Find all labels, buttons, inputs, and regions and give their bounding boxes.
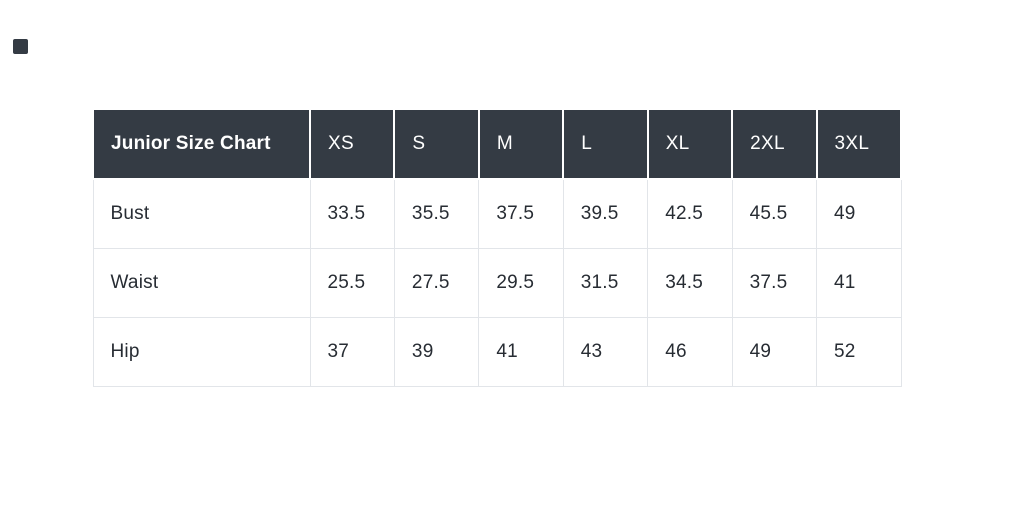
table-cell: 27.5 — [393, 248, 480, 318]
table-row-waist: Waist 25.5 27.5 29.5 31.5 34.5 37.5 41 — [92, 248, 902, 318]
col-header-xl: XL — [646, 108, 734, 180]
table-cell: 41 — [478, 317, 564, 387]
table-row-hip: Hip 37 39 41 43 46 49 52 — [92, 317, 902, 387]
col-header-2xl: 2XL — [731, 108, 818, 180]
col-header-xs: XS — [308, 108, 396, 180]
size-chart-title: Junior Size Chart — [92, 108, 311, 180]
table-cell: 45.5 — [731, 178, 818, 249]
table-cell: 42.5 — [647, 178, 733, 249]
table-cell: 49 — [816, 178, 902, 249]
table-cell: 39.5 — [562, 178, 649, 249]
table-cell: 35.5 — [393, 178, 480, 249]
size-chart-section: Junior Size Chart XS S M L XL 2XL 3XL Bu… — [92, 108, 903, 387]
table-row-bust: Bust 33.5 35.5 37.5 39.5 42.5 45.5 49 — [92, 178, 902, 249]
size-chart-table: Junior Size Chart XS S M L XL 2XL 3XL Bu… — [92, 108, 903, 387]
table-cell: 39 — [393, 317, 480, 387]
table-cell: 41 — [816, 248, 902, 318]
row-label: Waist — [92, 248, 311, 318]
table-cell: 37 — [309, 317, 395, 387]
table-cell: 37.5 — [731, 248, 818, 318]
table-cell: 43 — [562, 317, 649, 387]
table-cell: 37.5 — [478, 178, 564, 249]
row-label: Hip — [92, 317, 311, 387]
table-cell: 33.5 — [309, 178, 395, 249]
col-header-s: S — [393, 108, 480, 180]
col-header-3xl: 3XL — [815, 108, 903, 180]
row-label: Bust — [92, 178, 311, 249]
table-cell: 29.5 — [478, 248, 564, 318]
corner-square-decoration — [13, 39, 28, 54]
table-cell: 52 — [816, 317, 902, 387]
col-header-l: L — [562, 108, 649, 180]
table-cell: 49 — [731, 317, 818, 387]
table-cell: 25.5 — [309, 248, 395, 318]
table-cell: 34.5 — [647, 248, 733, 318]
table-cell: 31.5 — [562, 248, 649, 318]
col-header-m: M — [477, 108, 565, 180]
table-cell: 46 — [647, 317, 733, 387]
size-chart-header-row: Junior Size Chart XS S M L XL 2XL 3XL — [92, 108, 903, 180]
